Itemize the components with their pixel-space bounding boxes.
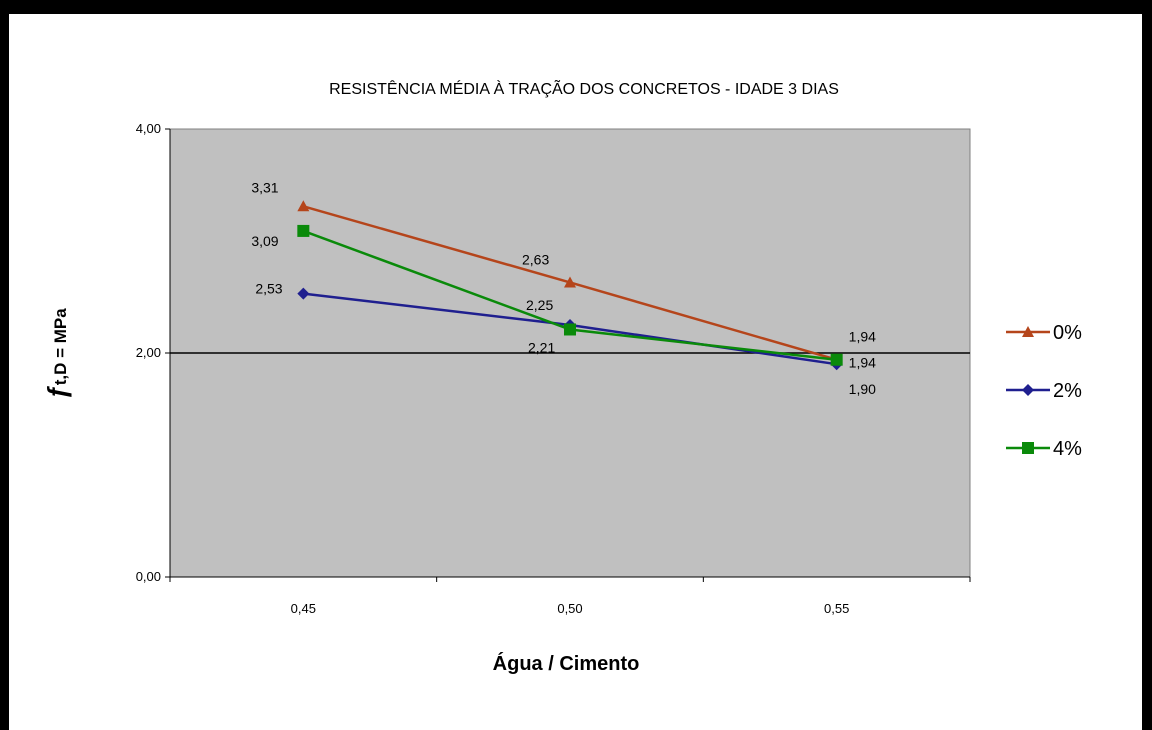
data-point-marker	[830, 353, 843, 366]
y-tick-label: 0,00	[136, 569, 161, 584]
x-axis-title: Água / Cimento	[493, 652, 640, 675]
data-label: 1,94	[849, 355, 876, 371]
legend-marker	[1022, 384, 1034, 396]
legend-label: 2%	[1053, 380, 1082, 402]
x-tick-label: 0,45	[291, 601, 316, 616]
x-tick-label: 0,50	[557, 601, 582, 616]
data-label: 1,94	[849, 329, 876, 345]
data-label: 2,53	[255, 281, 282, 297]
chart-frame: RESISTÊNCIA MÉDIA À TRAÇÃO DOS CONCRETOS…	[9, 14, 1142, 730]
data-label: 2,21	[528, 339, 555, 355]
data-point-marker	[564, 323, 576, 336]
legend: 0% 2% 4%	[1006, 322, 1082, 460]
legend-marker	[1022, 326, 1034, 337]
data-label: 2,25	[526, 297, 553, 313]
y-axis-title: ƒt,D = MPa	[42, 308, 72, 400]
data-label: 3,31	[251, 179, 278, 195]
legend-label: 0%	[1053, 322, 1082, 344]
data-point-marker	[297, 224, 310, 237]
legend-marker	[1022, 442, 1034, 454]
y-axis-title-f: ƒ	[42, 385, 72, 399]
legend-label: 4%	[1053, 438, 1082, 460]
data-point-marker	[297, 200, 310, 212]
y-axis-title-rest: t,D = MPa	[51, 308, 70, 386]
data-label: 2,63	[522, 251, 549, 267]
data-label: 1,90	[849, 381, 876, 397]
data-point-marker	[564, 276, 576, 288]
chart-title: RESISTÊNCIA MÉDIA À TRAÇÃO DOS CONCRETOS…	[329, 78, 839, 98]
data-label: 3,09	[251, 233, 278, 249]
x-tick-label: 0,55	[824, 601, 849, 616]
y-tick-label: 2,00	[136, 345, 161, 360]
y-tick-label: 4,00	[136, 121, 161, 136]
line-chart: RESISTÊNCIA MÉDIA À TRAÇÃO DOS CONCRETOS…	[42, 78, 1082, 675]
data-point-marker	[297, 287, 310, 300]
